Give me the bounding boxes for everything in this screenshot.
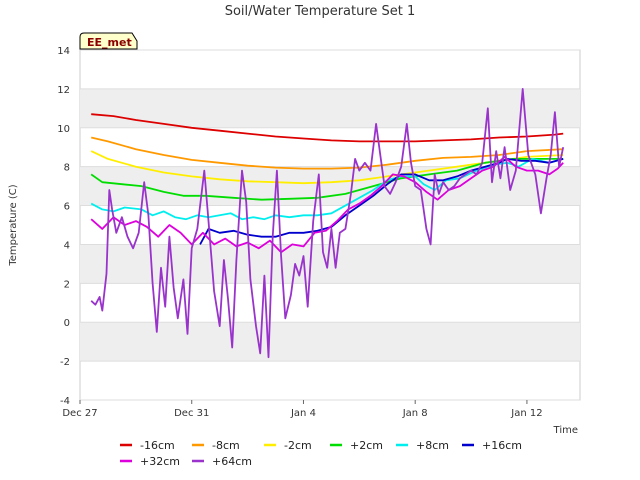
y-tick-label: 12 [57,85,70,96]
y-tick-label: 14 [57,46,70,57]
x-tick-label: Jan 4 [290,408,316,419]
series-line-8cm [90,136,564,170]
y-tick-label: 0 [64,318,70,329]
plot-background [79,49,581,401]
x-tick-label: Jan 12 [510,408,542,419]
y-tick-label: 2 [64,279,70,290]
y-tick-label: 6 [64,202,70,213]
x-tick-label: Dec 31 [174,408,209,419]
grid-band [80,322,580,362]
y-axis-ticks: -4 -2 0 2 4 6 8 10 12 14 [57,46,70,407]
series-line-64cm [90,88,565,359]
series-lines [90,88,565,359]
chart-title: Soil/Water Temperature Set 1 [225,4,416,19]
badge-frame [79,32,138,50]
badge-label: EE_met [87,36,132,49]
y-tick-label: 10 [57,124,70,135]
legend: -16cm -8cm -2cm +2cm +8cm +16cm +32cm +64cm [120,439,522,468]
y-axis-title: Temperature (C) [8,184,19,266]
x-tick-label: Dec 27 [62,408,97,419]
legend-label: +64cm [212,455,252,468]
x-tick-label: Jan 8 [402,408,428,419]
y-tick-label: 4 [64,240,70,251]
legend-label: -2cm [284,439,312,452]
grid-band [80,244,580,284]
legend-label: +8cm [416,439,449,452]
station-badge: EE_met [79,32,138,50]
gridlines [80,49,580,401]
grid-band [80,88,580,128]
series-line-16cm [91,113,564,143]
legend-label: +16cm [482,439,522,452]
legend-label: -16cm [140,439,175,452]
x-axis-title: Time [553,425,578,436]
y-tick-label: -2 [60,357,70,368]
grid-band [80,166,580,206]
y-tick-label: -4 [60,396,70,407]
legend-label: +32cm [140,455,180,468]
y-tick-label: 8 [64,163,70,174]
legend-label: +2cm [350,439,383,452]
x-axis-ticks: Dec 27 Dec 31 Jan 4 Jan 8 Jan 12 [62,400,543,419]
legend-label: -8cm [212,439,240,452]
